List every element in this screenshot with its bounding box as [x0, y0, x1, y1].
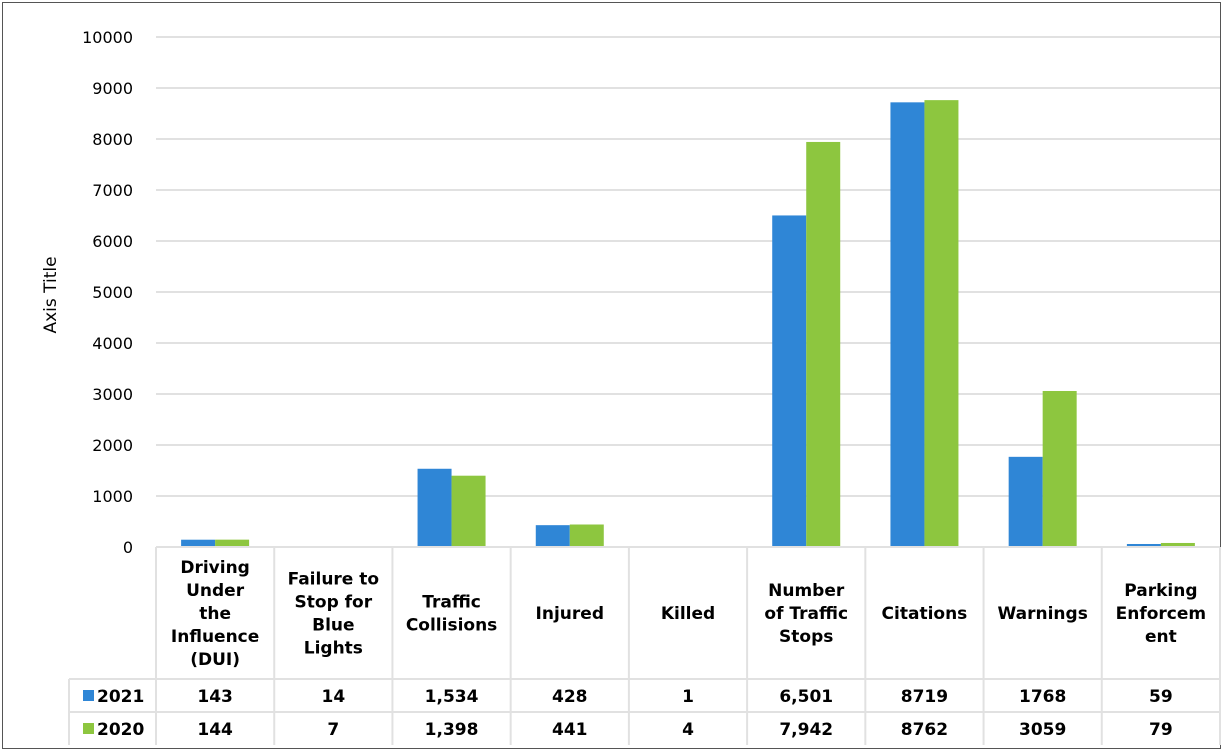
y-axis-ticks: 0 1000 2000 3000 4000 5000 6000 7000 8000 9000 100… [82, 28, 133, 557]
data-label: 428 [552, 687, 588, 707]
category-label: Killed [661, 604, 715, 624]
bar-2021 [890, 102, 925, 548]
bar-2020 [215, 539, 250, 547]
y-tick-label: 5000 [92, 283, 133, 302]
bar-2021 [181, 539, 216, 547]
legend-key-2021 [83, 690, 94, 701]
y-tick-label: 10000 [82, 28, 133, 47]
category-label: Traffic Collisions [406, 593, 497, 636]
category-label: Citations [882, 604, 968, 624]
legend-key-2020 [83, 723, 94, 734]
bar-2021 [535, 525, 570, 547]
data-label: 1,534 [425, 687, 479, 707]
data-label: 7,942 [779, 720, 833, 740]
data-label: 7 [327, 720, 339, 740]
category-label: Number of Traffic Stops [764, 581, 848, 647]
bars [181, 100, 1195, 548]
category-label: Parking Enforcem ent [1116, 581, 1207, 647]
category-label: Injured [536, 604, 604, 624]
y-tick-label: 8000 [92, 130, 133, 149]
y-tick-label: 4000 [92, 334, 133, 353]
category-label: Warnings [998, 604, 1088, 624]
category-label: Failure to Stop for Blue Lights [288, 570, 379, 659]
data-label: 14 [321, 687, 345, 707]
bar-2020 [1160, 542, 1195, 547]
data-label: 79 [1149, 720, 1173, 740]
y-tick-label: 1000 [92, 487, 133, 506]
data-label: 1 [682, 687, 694, 707]
legend-label: 2020 [97, 720, 144, 740]
data-label: 1768 [1019, 687, 1066, 707]
bar-2021 [1008, 456, 1043, 547]
y-tick-label: 3000 [92, 385, 133, 404]
data-label: 144 [197, 720, 233, 740]
data-label: 441 [552, 720, 588, 740]
data-label: 4 [682, 720, 694, 740]
bar-chart: 0 1000 2000 3000 4000 5000 6000 7000 8000 9000 100… [41, 28, 1221, 745]
data-label: 8719 [901, 687, 948, 707]
bar-2020 [924, 100, 959, 547]
y-tick-label: 2000 [92, 436, 133, 455]
y-tick-label: 7000 [92, 181, 133, 200]
data-label: 6,501 [779, 687, 833, 707]
category-label: Driving Under the Influence (DUI) [171, 558, 259, 670]
data-label: 1,398 [425, 720, 479, 740]
y-axis-title: Axis Title [41, 256, 61, 333]
gridlines [156, 36, 1220, 548]
y-tick-label: 0 [123, 538, 133, 557]
data-label: 59 [1149, 687, 1173, 707]
bar-2021 [772, 215, 807, 547]
bar-2021 [417, 468, 452, 547]
bar-2020 [569, 524, 604, 547]
data-table: Driving Under the Influence (DUI) Failure to S… [68, 546, 1221, 745]
bar-2021 [1126, 543, 1161, 547]
legend-label: 2021 [97, 687, 144, 707]
bar-2020 [1042, 390, 1077, 547]
y-tick-label: 6000 [92, 232, 133, 251]
bar-2020 [806, 141, 841, 547]
data-label: 8762 [901, 720, 948, 740]
data-label: 143 [197, 687, 233, 707]
bar-2020 [451, 475, 486, 547]
data-label: 3059 [1019, 720, 1066, 740]
y-tick-label: 9000 [92, 79, 133, 98]
